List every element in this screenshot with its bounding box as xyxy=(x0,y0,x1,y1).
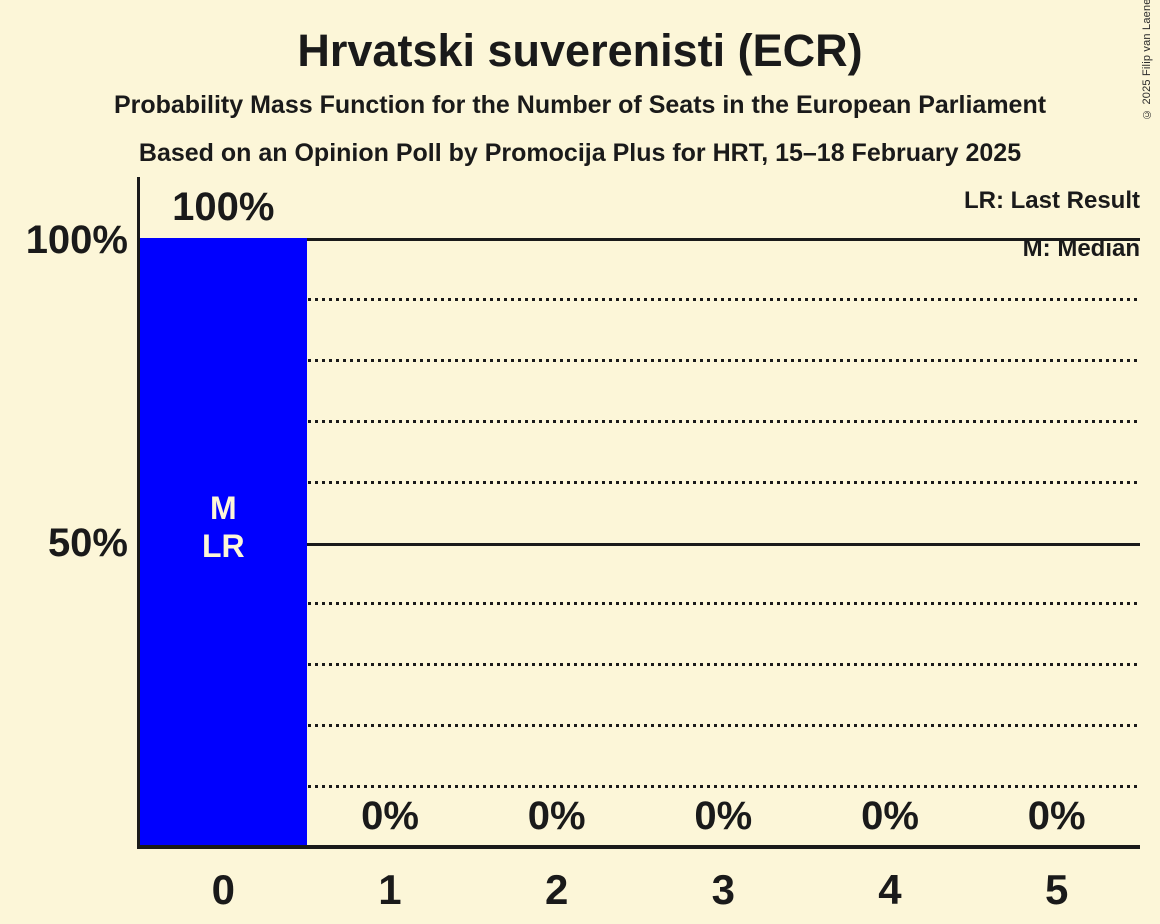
bar-seats-0 xyxy=(140,238,307,847)
y-axis-line xyxy=(137,177,140,849)
legend-median: M: Median xyxy=(1022,235,1140,262)
gridline-dotted-70pct xyxy=(140,419,1140,423)
x-axis-label-1: 1 xyxy=(378,866,402,913)
bar-value-label-5: 0% xyxy=(1027,794,1086,838)
legend-last-result: LR: Last Result xyxy=(963,187,1140,214)
y-axis-label-100pct: 100% xyxy=(25,218,128,262)
bar-annotation-line: M xyxy=(210,490,237,526)
copyright-notice: © 2025 Filip van Laenen xyxy=(1141,0,1153,120)
chart-title: Hrvatski suverenisti (ECR) xyxy=(297,25,863,76)
bar-annotation-line: LR xyxy=(202,528,245,564)
x-axis-label-4: 4 xyxy=(878,866,902,913)
bar-value-label-1: 0% xyxy=(361,794,419,838)
bar-value-label-3: 0% xyxy=(694,794,753,838)
gridline-dotted-80pct xyxy=(140,358,1140,362)
bar-annotation: M LR xyxy=(140,489,307,565)
gridline-solid-50pct xyxy=(140,542,1140,546)
gridline-dotted-60pct xyxy=(140,480,1140,484)
bar-value-label-0: 100% xyxy=(172,185,275,229)
chart-subtitle-line2: Based on an Opinion Poll by Promocija Pl… xyxy=(138,139,1022,167)
bar-value-label-2: 0% xyxy=(527,794,586,838)
gridline-dotted-90pct xyxy=(140,297,1140,301)
x-axis-label-2: 2 xyxy=(544,866,569,913)
gridline-dotted-40pct xyxy=(140,602,1140,606)
gridline-dotted-20pct xyxy=(140,724,1140,728)
gridline-dotted-10pct xyxy=(140,785,1140,789)
x-axis-label-3: 3 xyxy=(711,866,735,913)
gridline-dotted-30pct xyxy=(140,663,1140,667)
y-axis-label-50pct: 50% xyxy=(47,521,128,565)
x-axis-label-0: 0 xyxy=(211,866,235,913)
x-axis-label-5: 5 xyxy=(1044,866,1069,913)
chart-subtitle-line1: Probability Mass Function for the Number… xyxy=(113,91,1047,119)
gridline-solid-100pct xyxy=(140,238,1140,241)
bar-value-label-4: 0% xyxy=(861,794,919,838)
x-axis-line xyxy=(137,845,1140,849)
